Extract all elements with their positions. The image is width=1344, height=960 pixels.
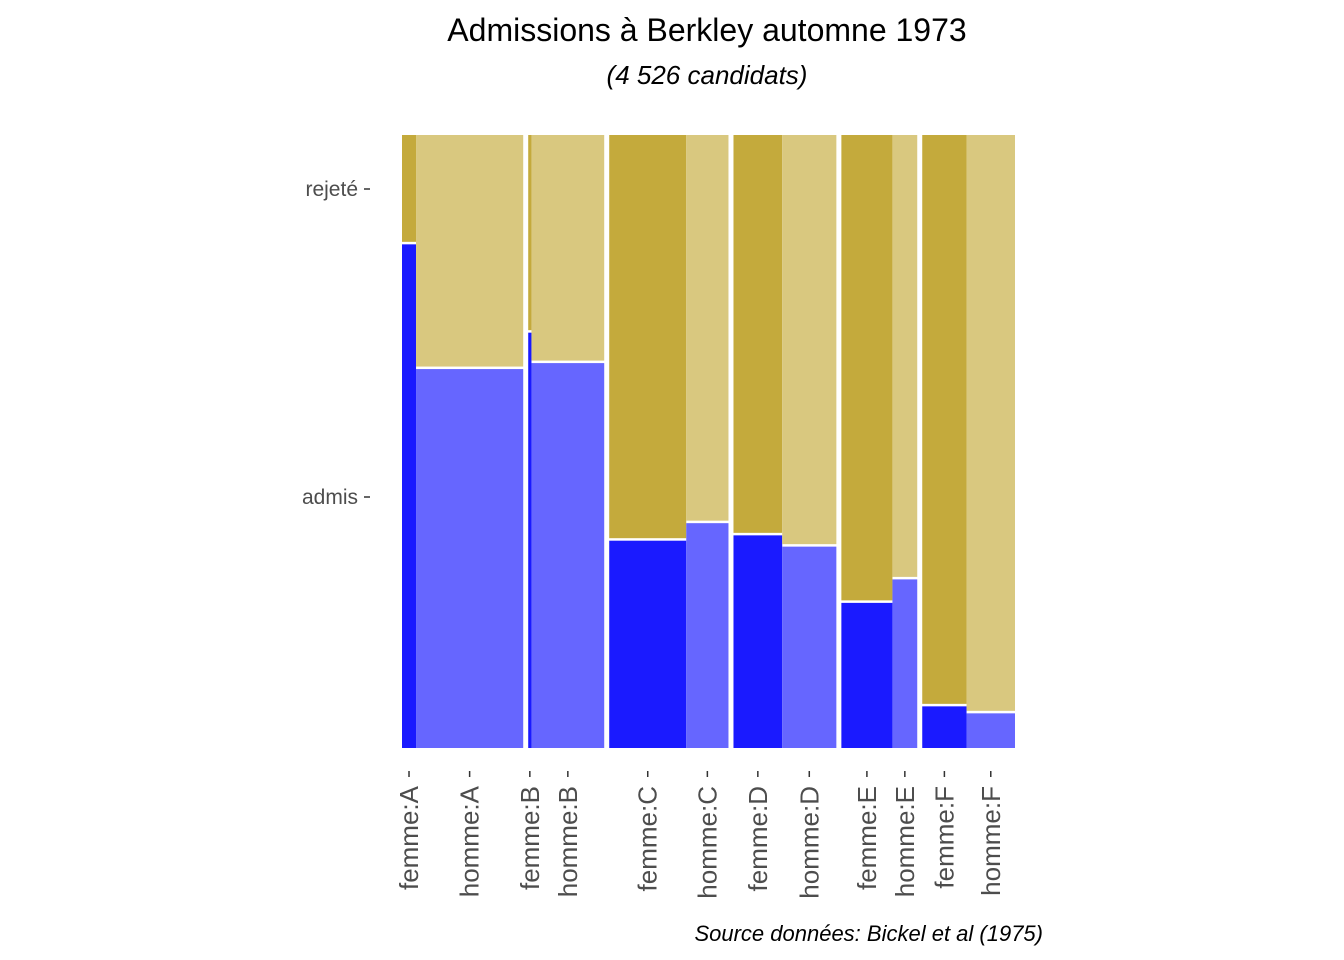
tile-admis-femme-C [609,540,687,748]
x-axis: femme:A homme:A femme:B homme:B femme:C homme… [394,771,1006,899]
x-tick-label: femme:B [515,786,545,890]
y-tick-label: rejeté [305,178,358,201]
tile-rejete-femme-A [402,135,417,242]
y-axis: admis rejeté [302,178,370,509]
tile-rejete-femme-C [609,135,687,539]
source-caption: Source données: Bickel et al (1975) [694,921,1043,946]
x-tick-label: femme:A [394,785,424,890]
x-tick-label: homme:C [692,786,722,899]
tile-rejete-homme-A [416,135,524,367]
x-tick-label: femme:C [633,786,663,891]
tile-rejete-homme-D [782,135,837,545]
tile-rejete-femme-B [528,135,532,331]
tile-admis-homme-E [892,579,918,748]
plot-area [402,135,1015,748]
tile-admis-femme-A [402,244,417,748]
tile-admis-homme-C [686,523,729,748]
x-tick-label: homme:E [890,786,920,897]
x-tick-label: femme:E [852,786,882,890]
tile-admis-homme-A [416,369,524,748]
tile-rejete-femme-E [841,135,893,601]
x-tick-label: femme:F [929,786,959,889]
y-tick-label: admis [302,486,358,509]
x-tick-label: homme:F [976,786,1006,896]
tile-admis-femme-D [733,535,783,748]
tile-admis-homme-D [782,546,837,748]
chart-title: Admissions à Berkley automne 1973 [447,12,966,48]
tile-admis-homme-B [531,363,605,748]
tile-rejete-femme-F [922,135,967,704]
tile-rejete-homme-E [892,135,918,577]
tile-admis-homme-F [966,713,1015,748]
x-tick-label: homme:B [553,786,583,897]
tile-rejete-homme-F [966,135,1015,711]
x-tick-label: homme:A [455,785,485,897]
tile-admis-femme-E [841,602,893,748]
chart-subtitle: (4 526 candidats) [607,60,808,90]
tile-rejete-homme-B [531,135,605,361]
x-tick-label: femme:D [743,786,773,891]
tile-admis-femme-F [922,706,967,748]
tile-admis-femme-B [528,332,532,748]
x-tick-label: homme:D [794,786,824,899]
tile-rejete-homme-C [686,135,729,521]
tile-rejete-femme-D [733,135,783,533]
